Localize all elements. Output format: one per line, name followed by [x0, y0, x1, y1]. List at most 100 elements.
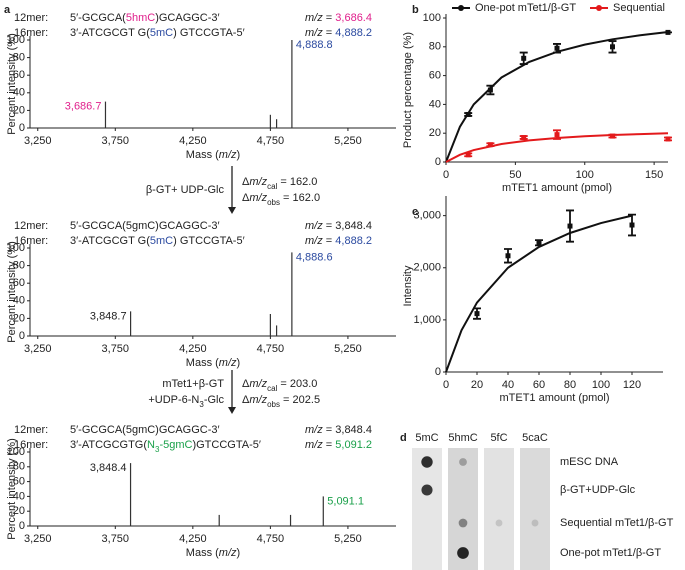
oligo-sequence: 5′-GCGCA(5gmC)GCAGGC-3′	[70, 424, 220, 436]
y-tick-label: 0	[19, 520, 25, 532]
x-tick-label: 100	[592, 379, 610, 391]
text-part: )GCAGGC-3′	[155, 12, 219, 24]
oligo-mass: m/z = 3,848.4	[305, 424, 372, 436]
x-tick-label: 5,250	[334, 135, 362, 147]
y-tick-label: 20	[13, 505, 25, 517]
data-point	[610, 44, 615, 50]
text-part: Δ	[242, 394, 250, 406]
legend-marker	[596, 5, 602, 11]
peak-label: 3,848.7	[90, 310, 127, 322]
text-part: obs	[267, 198, 280, 207]
x-axis-label: mTET1 amount (pmol)	[499, 392, 609, 404]
data-point	[554, 45, 560, 51]
blot-dot	[496, 487, 502, 493]
oligo-sequence: 5′-GCGCA(5gmC)GCAGGC-3′	[70, 220, 220, 232]
data-point	[505, 253, 511, 259]
x-tick-label: 80	[564, 379, 576, 391]
text-part: =	[323, 439, 336, 451]
text-part: Mass (	[186, 547, 219, 559]
y-tick-label: 100	[423, 12, 441, 24]
text-part: cal	[267, 384, 277, 393]
x-tick-label: 150	[645, 169, 663, 181]
text-part: m/z	[249, 394, 267, 406]
y-tick-label: 2,000	[413, 262, 441, 274]
y-axis-label: Percent intensity (%)	[6, 241, 18, 342]
text-part: )	[237, 547, 241, 559]
text-part: m/z	[305, 12, 323, 24]
arrow-head	[228, 407, 236, 414]
y-tick-label: 40	[13, 490, 25, 502]
panel-letter: d	[400, 432, 407, 444]
y-tick-label: 40	[13, 87, 25, 99]
text-part: 5mC	[150, 235, 173, 247]
x-axis-label: Mass (m/z)	[186, 357, 240, 369]
blot-dot	[421, 484, 433, 496]
oligo-sequence: 3′-ATCGCGT G(5mC) GTCCGTA-5′	[70, 27, 245, 39]
blot-dot	[424, 520, 430, 526]
blot-dot	[459, 458, 467, 466]
arrow-head	[228, 207, 236, 214]
oligo-name: 16mer:	[14, 439, 48, 451]
data-point	[629, 222, 635, 228]
x-tick-label: 120	[623, 379, 641, 391]
x-tick-label: 50	[509, 169, 521, 181]
x-tick-label: 40	[502, 379, 514, 391]
text-part: N	[147, 439, 155, 451]
peak-label: 3,848.4	[90, 462, 127, 474]
x-tick-label: 3,250	[24, 135, 52, 147]
text-part: =	[323, 12, 336, 24]
y-axis-label: Percent intensity (%)	[6, 33, 18, 134]
text-part: obs	[267, 400, 280, 409]
blot-dot	[532, 459, 538, 465]
y-tick-label: 20	[429, 127, 441, 139]
mass-shift: Δm/zcal = 162.0	[242, 176, 317, 191]
blot-dot	[458, 518, 468, 528]
text-part: = 3,848.4	[323, 220, 372, 232]
text-part: 5′-GCGCA(5gmC)GCAGGC-3′	[70, 220, 220, 232]
column-label: 5mC	[415, 432, 438, 444]
text-part: m/z	[249, 176, 267, 188]
text-part: Δ	[242, 176, 250, 188]
x-tick-label: 3,750	[102, 343, 130, 355]
y-tick-label: 20	[13, 312, 25, 324]
text-part: 3′-ATCGCGT G(	[70, 235, 150, 247]
oligo-name: 12mer:	[14, 220, 48, 232]
data-point	[665, 29, 671, 35]
text-part: = 203.0	[277, 378, 317, 390]
text-part: m/z	[219, 149, 237, 161]
text-part: m/z	[249, 378, 267, 390]
data-point	[521, 135, 527, 141]
text-part: -5gmC	[159, 439, 192, 451]
text-part: )	[237, 357, 241, 369]
x-tick-label: 60	[533, 379, 545, 391]
y-axis-label: Intensity	[402, 265, 414, 306]
x-tick-label: 5,250	[334, 343, 362, 355]
text-part: 5,091.2	[335, 439, 372, 451]
text-part: 3′-ATCGCGT G(	[70, 27, 150, 39]
blot-dot	[532, 550, 538, 556]
fit-curve	[445, 214, 633, 373]
data-point	[487, 87, 493, 93]
x-axis-label: mTET1 amount (pmol)	[502, 182, 612, 194]
reagents: mTet1+β-GT	[162, 378, 224, 390]
oligo-name: 12mer:	[14, 12, 48, 24]
x-tick-label: 4,750	[257, 135, 285, 147]
membrane-strip	[520, 448, 550, 570]
oligo-name: 16mer:	[14, 235, 48, 247]
text-part: m/z	[219, 357, 237, 369]
text-part: Mass (	[186, 357, 219, 369]
y-tick-label: 80	[429, 41, 441, 53]
text-part: Δ	[242, 192, 250, 204]
y-tick-label: 60	[13, 277, 25, 289]
column-label: 5hmC	[448, 432, 477, 444]
y-tick-label: 3,000	[413, 210, 441, 222]
text-part: m/z	[249, 192, 267, 204]
text-part: 3′-ATCGCGTG(	[70, 439, 147, 451]
blot-dot	[421, 456, 433, 468]
blot-dot	[531, 519, 539, 527]
oligo-mass: m/z = 5,091.2	[305, 439, 372, 451]
text-part: =	[323, 27, 336, 39]
text-part: m/z	[305, 27, 323, 39]
y-tick-label: 60	[13, 476, 25, 488]
y-tick-label: 100	[7, 446, 25, 458]
